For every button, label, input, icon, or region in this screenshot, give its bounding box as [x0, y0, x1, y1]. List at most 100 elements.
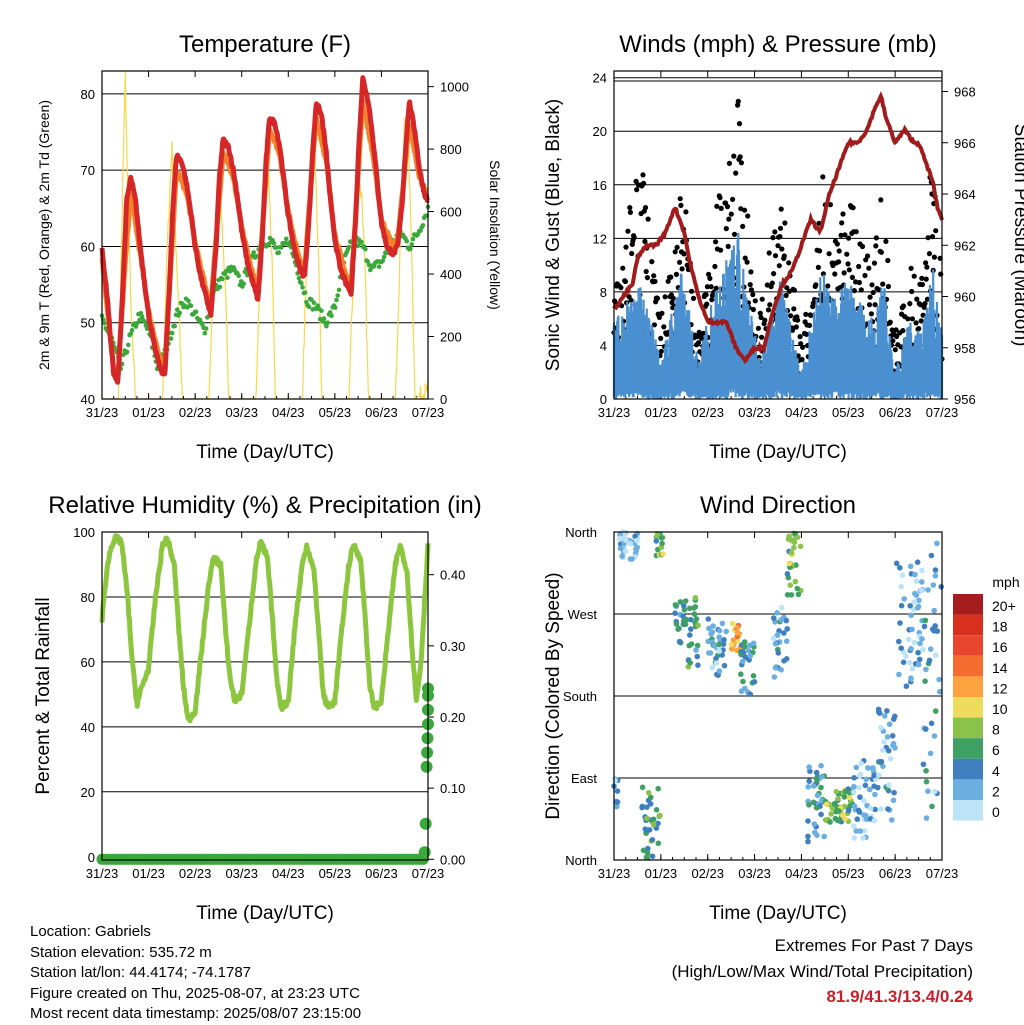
direction-point: [861, 797, 867, 804]
direction-point: [734, 630, 741, 636]
gust-point: [622, 278, 629, 285]
direction-point: [781, 630, 787, 636]
legend-swatch: [953, 779, 983, 800]
gust-point: [661, 324, 667, 330]
direction-point: [886, 721, 893, 727]
direction-point: [932, 573, 939, 579]
direction-point: [915, 661, 922, 668]
direction-point: [892, 745, 898, 751]
direction-point: [851, 823, 857, 830]
direction-point: [932, 567, 939, 573]
direction-point: [865, 765, 871, 771]
x-tick-label: 02/23: [691, 405, 724, 420]
dewpoint-point: [271, 240, 277, 246]
direction-point: [774, 632, 781, 638]
dewpoint-point: [420, 223, 426, 228]
x-tick-label: 07/23: [926, 405, 959, 420]
x-tick-label: 01/23: [645, 866, 678, 881]
gust-point: [834, 241, 840, 247]
dewpoint-point: [202, 330, 208, 336]
direction-point: [927, 646, 934, 652]
x-tick-label: 02/23: [691, 866, 724, 881]
gust-point: [846, 267, 852, 273]
gust-point: [689, 288, 695, 294]
dewpoint-point: [174, 307, 180, 313]
direction-point: [695, 622, 701, 629]
gust-point: [918, 302, 924, 308]
gust-point: [747, 282, 753, 288]
direction-point: [750, 640, 757, 647]
precip-point: [418, 846, 431, 859]
winds-title: Winds (mph) & Pressure (mb): [619, 31, 936, 58]
gust-point: [769, 280, 775, 286]
winds-panel: Winds (mph) & Pressure (mb) Time (Day/UTC…: [543, 31, 1024, 463]
direction-point: [846, 789, 853, 796]
gust-point: [803, 311, 809, 317]
gust-point: [678, 202, 684, 208]
gust-point: [652, 278, 658, 284]
gust-point: [642, 238, 648, 244]
legend-swatch: [953, 676, 983, 697]
gust-point: [677, 196, 683, 202]
dewpoint-point: [251, 250, 256, 255]
legend-swatch: [953, 697, 983, 718]
y-right-tick-label: 400: [440, 267, 462, 282]
direction-point: [898, 583, 904, 590]
x-tick-label: 05/23: [832, 866, 865, 881]
direction-point: [805, 818, 811, 824]
dewpoint-point: [225, 275, 230, 281]
direction-point: [783, 617, 790, 624]
dewpoint-point: [241, 281, 246, 287]
x-tick-label: 03/23: [738, 866, 771, 881]
direction-point: [919, 567, 925, 574]
direction-point: [871, 772, 877, 779]
direction-point: [928, 720, 935, 727]
gust-point: [844, 251, 850, 257]
direction-point: [786, 560, 793, 567]
gust-point: [784, 285, 790, 291]
gust-point: [853, 229, 859, 235]
gust-point: [841, 270, 847, 276]
direction-point: [734, 624, 741, 631]
gust-point: [775, 243, 781, 249]
gust-point: [871, 260, 878, 266]
direction-point: [923, 726, 929, 732]
direction-point: [907, 563, 914, 570]
direction-point: [672, 610, 678, 616]
direction-point: [619, 553, 625, 559]
humidity-xlabel: Time (Day/UTC): [196, 903, 334, 924]
direction-point: [923, 666, 929, 673]
direction-point: [929, 626, 936, 632]
direction-point: [914, 605, 921, 611]
gust-point: [817, 248, 823, 254]
legend-swatch: [953, 800, 983, 821]
direction-point: [810, 783, 817, 789]
direction-point: [614, 803, 620, 810]
x-tick-label: 01/23: [132, 405, 165, 420]
extremes-values: 81.9/41.3/13.4/0.24: [826, 987, 973, 1006]
direction-point: [898, 645, 904, 651]
y-tick-label: 60: [81, 239, 95, 254]
direction-point: [640, 847, 647, 854]
direction-point: [890, 797, 897, 804]
direction-point: [847, 803, 853, 809]
direction-point: [730, 637, 737, 643]
y-tick-label: 100: [73, 525, 95, 540]
gust-point: [786, 260, 792, 266]
gust-point: [866, 302, 873, 308]
humidity-title: Relative Humidity (%) & Precipitation (i…: [48, 492, 481, 519]
y-tick-label: 80: [81, 590, 95, 605]
gust-point: [795, 317, 801, 323]
direction-point: [872, 806, 878, 813]
dewpoint-point: [188, 303, 194, 309]
direction-point: [858, 760, 864, 767]
direction-point: [829, 805, 836, 811]
gust-point: [797, 334, 803, 340]
direction-point: [828, 811, 834, 817]
direction-point: [891, 716, 897, 722]
direction-point: [886, 782, 892, 788]
direction-point: [683, 616, 690, 623]
extremes-block: Extremes For Past 7 Days (High/Low/Max W…: [672, 933, 973, 1010]
direction-point: [908, 675, 914, 681]
direction-point: [922, 617, 929, 624]
